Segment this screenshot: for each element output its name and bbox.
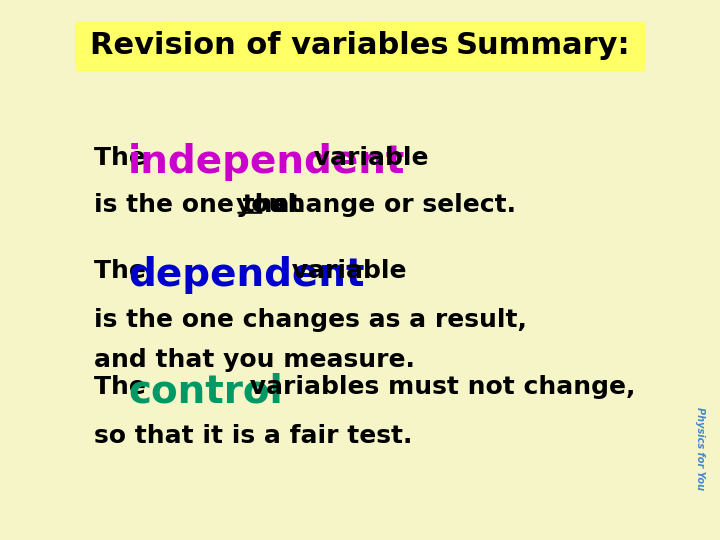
Text: dependent: dependent: [128, 256, 364, 294]
Text: The: The: [94, 146, 154, 170]
Text: variables must not change,: variables must not change,: [241, 375, 636, 399]
FancyBboxPatch shape: [76, 22, 644, 70]
Text: variable: variable: [305, 146, 428, 170]
Text: change or select.: change or select.: [264, 193, 516, 217]
Text: Summary:: Summary:: [455, 31, 630, 60]
Text: independent: independent: [128, 143, 405, 181]
Text: so that it is a fair test.: so that it is a fair test.: [94, 424, 412, 448]
Text: and that you measure.: and that you measure.: [94, 348, 415, 372]
Text: The: The: [94, 375, 154, 399]
Text: is the one changes as a result,: is the one changes as a result,: [94, 308, 526, 332]
Text: is the one that: is the one that: [94, 193, 310, 217]
Text: Revision of variables: Revision of variables: [90, 31, 449, 60]
Text: The: The: [94, 259, 154, 283]
Text: Physics for You: Physics for You: [695, 407, 705, 490]
Text: you: you: [235, 193, 287, 217]
Text: control: control: [128, 373, 283, 410]
Text: variable: variable: [283, 259, 407, 283]
